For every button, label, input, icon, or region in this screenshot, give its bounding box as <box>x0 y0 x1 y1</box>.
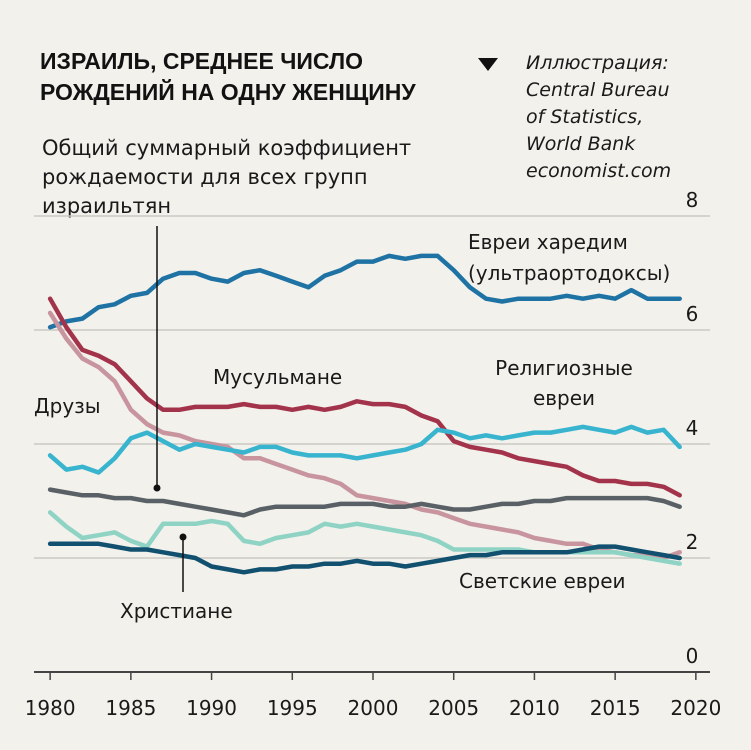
series-label-line: евреи <box>533 386 595 410</box>
series-line-muslim <box>47 296 682 498</box>
x-tick-label: 1980 <box>25 696 76 720</box>
x-tick-label: 1985 <box>105 696 156 720</box>
series-label-haredi: Евреи харедим (ультраортодоксы) <box>468 230 670 285</box>
total-pointer-dot <box>153 484 161 492</box>
series-line-christian <box>47 510 682 566</box>
chart-title-line-2: РОЖДЕНИЙ НА ОДНУ ЖЕНЩИНУ <box>40 79 416 105</box>
christian-pointer-dot <box>179 533 187 541</box>
x-tick-label: 2000 <box>348 696 399 720</box>
y-tick-label: 6 <box>686 302 699 326</box>
series-label-secular: Светские евреи <box>459 569 626 593</box>
y-tick-label: 2 <box>686 530 699 554</box>
series-label-line: Мусульмане <box>213 365 342 389</box>
chart-title: ИЗРАИЛЬ, СРЕДНЕЕ ЧИСЛО РОЖДЕНИЙ НА ОДНУ … <box>40 46 480 108</box>
series-label-line: Евреи харедим <box>468 230 628 254</box>
triangle-down-icon <box>478 58 498 71</box>
series-line-total <box>47 487 682 518</box>
series-label-line: Светские евреи <box>459 569 626 593</box>
y-tick-label: 0 <box>686 644 699 668</box>
y-tick-label: 4 <box>686 416 699 440</box>
tick-labels: 0 2 4 6 8 1980 1985 1990 1995 2000 2005 2010 2015 202… <box>25 188 722 720</box>
x-tick-label: 2020 <box>670 696 721 720</box>
series-line-druze <box>47 310 682 561</box>
series-label-christian: Христиане <box>120 599 233 623</box>
source-credits: Иллюстрация: Central Bureau of Statistic… <box>526 52 672 182</box>
series-label-line: (ультраортодоксы) <box>468 261 670 285</box>
series-label-line: Религиозные <box>495 356 633 380</box>
annotations <box>153 226 187 592</box>
series-line-religious <box>47 424 682 475</box>
series-label-muslim: Мусульмане <box>213 365 342 389</box>
series-lines <box>47 253 682 575</box>
series-line-haredi <box>47 253 682 330</box>
chart-title-line-1: ИЗРАИЛЬ, СРЕДНЕЕ ЧИСЛО <box>40 48 363 74</box>
series-label-line: Друзы <box>34 394 101 418</box>
x-tick-label: 1990 <box>186 696 237 720</box>
series-label-religious: Религиозные евреи <box>495 356 633 410</box>
x-tick-label: 2005 <box>428 696 479 720</box>
x-axis <box>34 671 710 680</box>
series-label-line: Христиане <box>120 599 233 623</box>
y-tick-label: 8 <box>686 188 699 212</box>
series-label-druze: Друзы <box>34 394 101 418</box>
chart-subtitle: Общий суммарный коэффициент рождаемости … <box>42 136 412 218</box>
x-tick-label: 1995 <box>267 696 318 720</box>
series-line-secular <box>47 541 682 575</box>
series-labels: Евреи харедим (ультраортодоксы) Мусульмане… <box>34 230 670 623</box>
gridlines <box>34 215 710 559</box>
x-tick-label: 2010 <box>509 696 560 720</box>
x-tick-label: 2015 <box>590 696 641 720</box>
